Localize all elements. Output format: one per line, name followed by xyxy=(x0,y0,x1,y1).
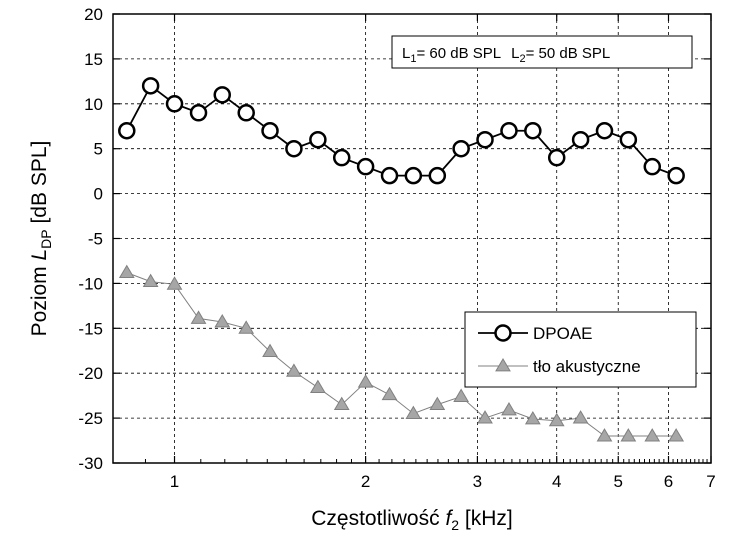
axis-ticks xyxy=(113,13,712,464)
legend-marker-dpoae xyxy=(494,324,512,342)
y-tick-label: -30 xyxy=(78,454,103,473)
background-point xyxy=(381,386,398,401)
y-tick-label: 5 xyxy=(94,140,103,159)
y-tick-label: -25 xyxy=(78,409,103,428)
x-axis-label-text: Częstotliwość xyxy=(311,507,445,530)
dpoae-point xyxy=(643,157,662,176)
background-point xyxy=(142,273,159,288)
legend-label-dpoae: DPOAE xyxy=(533,324,593,343)
dpoae-point xyxy=(285,139,303,158)
dpoae-point xyxy=(547,148,566,167)
x-axis-label-var: f xyxy=(445,507,453,530)
background-point xyxy=(596,428,613,442)
x-tick-label: 1 xyxy=(170,472,179,491)
background-point xyxy=(238,320,255,334)
dpoae-point xyxy=(428,166,447,185)
y-tick-label: 15 xyxy=(84,50,103,69)
x-tick-label: 5 xyxy=(614,472,623,491)
background-point xyxy=(572,410,589,424)
x-tick-label: 7 xyxy=(706,472,715,491)
background-point xyxy=(405,405,422,420)
background-point xyxy=(524,411,541,425)
dpoae-point xyxy=(309,130,327,149)
annotation-text: L1= 60 dB SPL L2= 50 dB SPL xyxy=(402,45,610,65)
y-axis-label-var: L xyxy=(28,249,51,261)
background-point xyxy=(333,396,350,411)
dpoae-point xyxy=(237,104,255,122)
annotation-box: L1= 60 dB SPL L2= 50 dB SPL xyxy=(391,35,693,69)
annotation-l2: L xyxy=(511,45,519,62)
dpoae-point xyxy=(165,95,184,113)
background-point xyxy=(477,410,493,424)
dpoae-point xyxy=(332,148,351,167)
dpoae-point xyxy=(213,86,231,104)
dpoae-point xyxy=(476,130,494,149)
y-tick-label: 20 xyxy=(84,5,103,24)
y-tick-label: 0 xyxy=(94,185,103,204)
background-point xyxy=(262,343,278,358)
y-axis-label-sub: DP xyxy=(38,229,54,248)
tick-labels: -30 -25 -20 -15 -10 -5 0 5 10 15 20 1 2 3 4 5 6 7 xyxy=(78,5,715,491)
annotation-frame xyxy=(391,35,693,69)
background-point xyxy=(357,374,374,388)
background-point xyxy=(214,314,231,328)
dpoae-point xyxy=(261,121,279,140)
x-tick-label: 3 xyxy=(473,472,482,491)
background-point xyxy=(501,402,517,416)
y-tick-label: -20 xyxy=(78,364,103,383)
y-tick-label: -5 xyxy=(88,230,103,249)
series-layer xyxy=(118,77,685,442)
x-axis-label: Częstotliwość f2 [kHz] xyxy=(311,507,513,533)
dpoae-point xyxy=(404,166,423,185)
background-point xyxy=(190,310,207,324)
dpoae-point xyxy=(571,130,590,149)
dpoae-point xyxy=(141,77,160,95)
plot-frame xyxy=(112,13,712,464)
legend-marker-background xyxy=(495,358,511,372)
dpoae-point xyxy=(189,104,208,122)
background-point xyxy=(668,428,685,442)
dpoae-point xyxy=(380,166,399,185)
dpoae-point xyxy=(667,166,685,185)
dpoae-point xyxy=(500,121,518,140)
dpoae-point xyxy=(118,121,136,140)
y-axis-label-unit: [dB SPL] xyxy=(28,141,51,230)
x-tick-label: 4 xyxy=(552,472,561,491)
legend: DPOAE tło akustyczne xyxy=(464,311,697,388)
x-axis-label-sub: 2 xyxy=(451,517,459,533)
annotation-l1-value: = 60 dB SPL xyxy=(416,45,501,62)
annotation-l2-sub: 2 xyxy=(519,53,525,65)
grid-lines xyxy=(113,14,711,463)
dpoae-point xyxy=(524,121,542,140)
x-tick-label: 6 xyxy=(664,472,673,491)
x-axis-label-unit: [kHz] xyxy=(459,507,513,530)
annotation-l1: L xyxy=(402,45,410,62)
background-point xyxy=(310,379,326,393)
background-point xyxy=(620,428,637,442)
background-point xyxy=(286,363,302,377)
background-point xyxy=(429,396,446,411)
dpoae-point xyxy=(356,157,375,176)
background-point xyxy=(548,412,565,427)
background-point xyxy=(166,276,183,290)
y-tick-label: -10 xyxy=(78,274,103,293)
series-line-dpoae xyxy=(125,84,677,177)
background-point xyxy=(118,264,135,279)
background-point xyxy=(644,428,661,442)
y-tick-label: -15 xyxy=(78,319,103,338)
y-axis-label: Poziom LDP [dB SPL] xyxy=(28,141,54,337)
dpoae-point xyxy=(619,130,638,149)
y-axis-label-text: Poziom xyxy=(28,261,51,337)
background-point xyxy=(453,388,469,402)
x-tick-label: 2 xyxy=(361,472,370,491)
dpoae-point xyxy=(595,121,614,140)
annotation-l1-sub: 1 xyxy=(410,53,416,65)
dpoae-point xyxy=(452,139,470,158)
y-tick-label: 10 xyxy=(84,95,103,114)
legend-label-background: tło akustyczne xyxy=(533,357,641,376)
annotation-l2-value: = 50 dB SPL xyxy=(526,45,611,62)
